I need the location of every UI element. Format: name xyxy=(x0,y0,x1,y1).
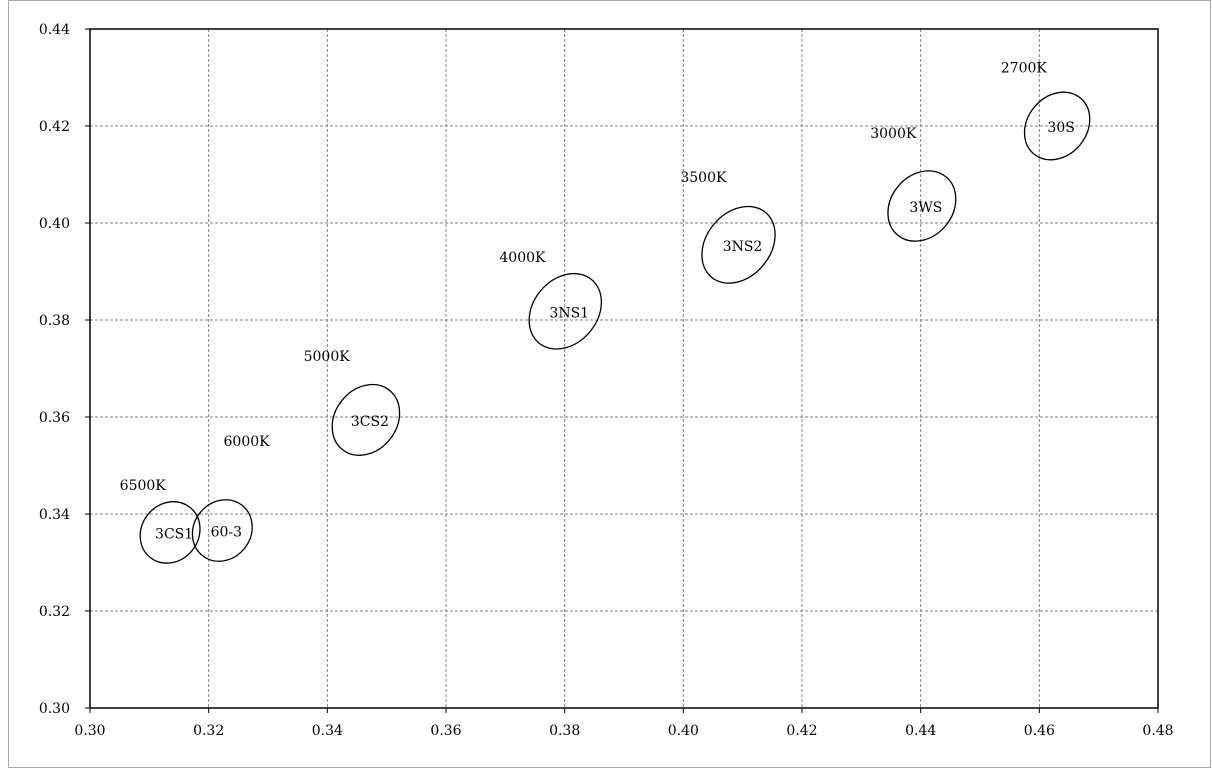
x-tick-label: 0.30 xyxy=(74,723,105,739)
ellipse-30s xyxy=(1023,91,1091,161)
cct-label: 5000K xyxy=(304,349,351,365)
cct-label: 6500K xyxy=(120,478,167,494)
ellipse-3ws xyxy=(887,170,957,242)
ellipse-layer: 3CS1 60-3 3CS2 3NS1 3NS2 3WS 30S xyxy=(139,91,1091,564)
cct-label: 3000K xyxy=(870,126,917,142)
cct-label: 6000K xyxy=(224,434,271,450)
ellipse-label: 3NS1 xyxy=(549,305,589,321)
x-tick-label: 0.46 xyxy=(1024,723,1055,739)
ellipse-3ns1 xyxy=(528,272,603,350)
ellipse-label: 30S xyxy=(1047,120,1074,136)
y-tick-label: 0.44 xyxy=(39,22,70,38)
x-tick-label: 0.34 xyxy=(312,723,343,739)
x-tick-label: 0.42 xyxy=(786,723,817,739)
ellipse-label: 3CS2 xyxy=(351,414,389,430)
x-tick-label: 0.38 xyxy=(549,723,580,739)
grid-lines xyxy=(90,29,1158,708)
ellipse-label: 3WS xyxy=(909,200,942,216)
y-tick-label: 0.34 xyxy=(39,507,70,523)
cct-label: 3500K xyxy=(680,170,727,186)
cct-label: 2700K xyxy=(1001,61,1048,77)
x-tick-label: 0.48 xyxy=(1142,723,1173,739)
ellipse-label: 60-3 xyxy=(211,524,242,540)
ellipse-3cs1 xyxy=(139,501,201,564)
ellipse-3ns2 xyxy=(701,205,776,284)
y-tick-label: 0.30 xyxy=(39,701,70,717)
x-tick-label: 0.40 xyxy=(668,723,699,739)
cct-label: 4000K xyxy=(499,250,546,266)
y-tick-label: 0.32 xyxy=(39,604,70,620)
ellipse-60-3 xyxy=(191,499,253,562)
x-tick-label: 0.44 xyxy=(905,723,936,739)
axis-ticks: 0.30 0.32 0.34 0.36 0.38 0.40 0.42 0.44 0.46 0.48… xyxy=(39,22,1174,739)
y-tick-label: 0.36 xyxy=(39,410,70,426)
x-tick-label: 0.36 xyxy=(430,723,461,739)
ellipse-label: 3CS1 xyxy=(155,526,193,542)
y-tick-label: 0.42 xyxy=(39,119,70,135)
ellipse-3cs2 xyxy=(331,383,401,456)
label-layer: 6500K 6000K 5000K 4000K 3500K 3000K 2700K xyxy=(120,61,1048,494)
y-tick-label: 0.38 xyxy=(39,313,70,329)
x-tick-label: 0.32 xyxy=(193,723,224,739)
ellipse-label: 3NS2 xyxy=(723,239,763,255)
y-tick-label: 0.40 xyxy=(39,216,70,232)
plot-area-border xyxy=(89,28,1159,709)
